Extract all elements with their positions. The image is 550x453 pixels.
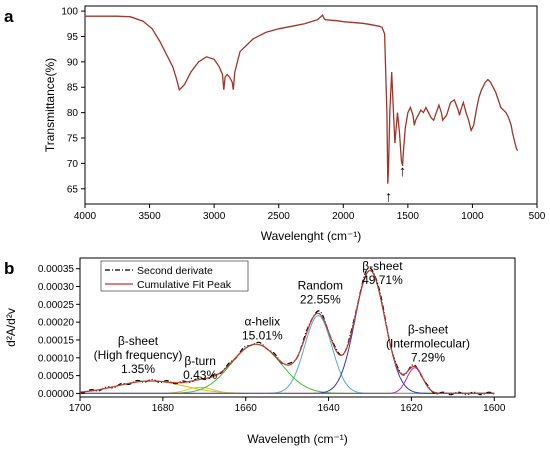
legend-label-cumulative-fit: Cumulative Fit Peak: [137, 279, 232, 291]
x-tick-label-a: 4000: [74, 211, 97, 222]
peak-label-3: 15.01%: [242, 328, 283, 342]
y-tick-label-a: 90: [67, 57, 79, 68]
x-tick-label-b: 1660: [235, 403, 258, 414]
y-tick-label-b: 0.00025: [38, 300, 75, 311]
panel-label-b: b: [4, 259, 14, 278]
x-tick-label-b: 1600: [483, 403, 506, 414]
y-tick-label-b: 0.00000: [38, 389, 75, 400]
y-tick-label-b: 0.00030: [38, 282, 75, 293]
x-tick-label-b: 1620: [400, 403, 423, 414]
y-tick-label-a: 100: [61, 7, 78, 18]
x-tick-label-b: 1640: [317, 403, 340, 414]
y-tick-label-b: 0.00010: [38, 353, 75, 364]
peak-label-6: β-sheet: [408, 322, 449, 336]
annotation-arrow-a: ↑: [385, 188, 393, 205]
series-line-cumulative-fit: [79, 269, 495, 394]
y-tick-label-b: 0.00005: [38, 371, 75, 382]
peak-label-1: β-sheet: [118, 334, 159, 348]
y-tick-label-a: 95: [67, 32, 79, 43]
y-axis-label-b: d²A/d²v: [4, 308, 18, 347]
series-line-second-derivate: [79, 266, 495, 396]
legend-box: [100, 260, 249, 292]
y-tick-label-a: 85: [67, 83, 79, 94]
fit-component-2: [80, 386, 495, 394]
x-tick-label-a: 3500: [138, 211, 161, 222]
x-tick-label-a: 500: [529, 211, 546, 222]
plot-frame-a: [84, 5, 538, 205]
x-tick-label-a: 3000: [203, 211, 226, 222]
peak-label-2: 0.43%: [183, 368, 217, 382]
peak-label-2: β-turn: [184, 354, 216, 368]
peak-label-1: 1.35%: [121, 362, 155, 376]
legend-label-second-derivate: Second derivate: [137, 265, 213, 277]
peak-label-3: α-helix: [244, 314, 280, 328]
peak-label-4: Random: [298, 279, 343, 293]
y-tick-label-a: 80: [67, 108, 79, 119]
peak-label-6: (Intermolecular): [386, 336, 470, 350]
peak-label-4: 22.55%: [300, 293, 341, 307]
x-tick-label-a: 2500: [268, 211, 291, 222]
y-tick-label-a: 75: [67, 134, 79, 145]
x-axis-label-b: Wavelength (cm⁻¹): [247, 432, 348, 446]
x-tick-label-a: 2000: [332, 211, 355, 222]
x-tick-label-a: 1500: [397, 211, 420, 222]
y-tick-label-a: 70: [67, 159, 79, 170]
y-tick-label-b: 0.00035: [38, 264, 75, 275]
annotation-arrow-a: ↑: [399, 163, 407, 180]
x-axis-label-a: Wavelenght (cm⁻¹): [261, 229, 362, 243]
peak-label-5: 49.71%: [362, 273, 403, 287]
y-tick-label-b: 0.00020: [38, 318, 75, 329]
peak-label-1: (High frequency): [94, 348, 183, 362]
peak-label-5: β-sheet: [362, 259, 403, 273]
x-tick-label-b: 1680: [152, 403, 175, 414]
x-tick-label-b: 1700: [69, 403, 92, 414]
plot-frame-b: [79, 257, 516, 398]
peak-label-6: 7.29%: [411, 350, 445, 364]
y-axis-label-a: Transmittance(%): [43, 58, 57, 152]
x-tick-label-a: 1000: [461, 211, 484, 222]
series-line-transmittance: [85, 14, 519, 184]
y-tick-label-b: 0.00015: [38, 335, 75, 346]
y-tick-label-a: 65: [67, 184, 79, 195]
panel-label-a: a: [4, 7, 14, 26]
